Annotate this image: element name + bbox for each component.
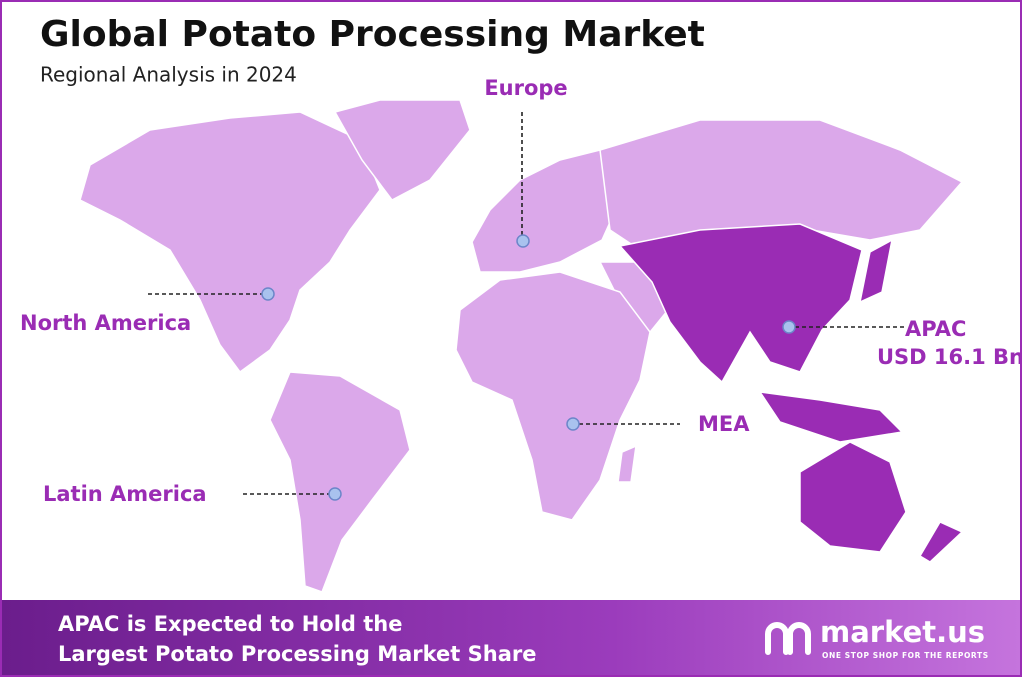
callouts: Europe North America APAC USD 16.1 Bn ME… [20, 76, 1022, 506]
south-america [269, 371, 411, 593]
japan [858, 238, 894, 304]
logo-name: market.us [820, 615, 985, 649]
footer-band [2, 600, 1020, 675]
logo-tagline: ONE STOP SHOP FOR THE REPORTS [822, 651, 989, 660]
subtitle: Regional Analysis in 2024 [40, 63, 297, 87]
region-label: Europe [484, 76, 567, 100]
southeast-asia-islands [758, 391, 904, 443]
region-label: North America [20, 311, 191, 335]
greenland [333, 99, 471, 201]
footer-line: APAC is Expected to Hold the [58, 612, 403, 636]
region-value: USD 16.1 Bn [877, 345, 1022, 369]
north-america [79, 111, 381, 374]
world-map [79, 99, 964, 593]
marker [782, 320, 796, 334]
africa [455, 271, 651, 521]
logo: market.us ONE STOP SHOP FOR THE REPORTS [765, 615, 989, 660]
madagascar [617, 444, 637, 483]
region-label: MEA [698, 412, 750, 436]
new-zealand [918, 521, 964, 563]
marker [566, 417, 580, 431]
title: Global Potato Processing Market [40, 14, 705, 55]
marker [261, 287, 275, 301]
region-label: APAC [905, 317, 966, 341]
footer-line: Largest Potato Processing Market Share [58, 642, 536, 666]
australia [799, 441, 907, 553]
marker [516, 234, 530, 248]
logo-icon [765, 622, 811, 655]
footer: APAC is Expected to Hold the Largest Pot… [2, 600, 1020, 675]
asia-mainland [618, 223, 863, 384]
region-label: Latin America [43, 482, 207, 506]
marker [328, 487, 342, 501]
